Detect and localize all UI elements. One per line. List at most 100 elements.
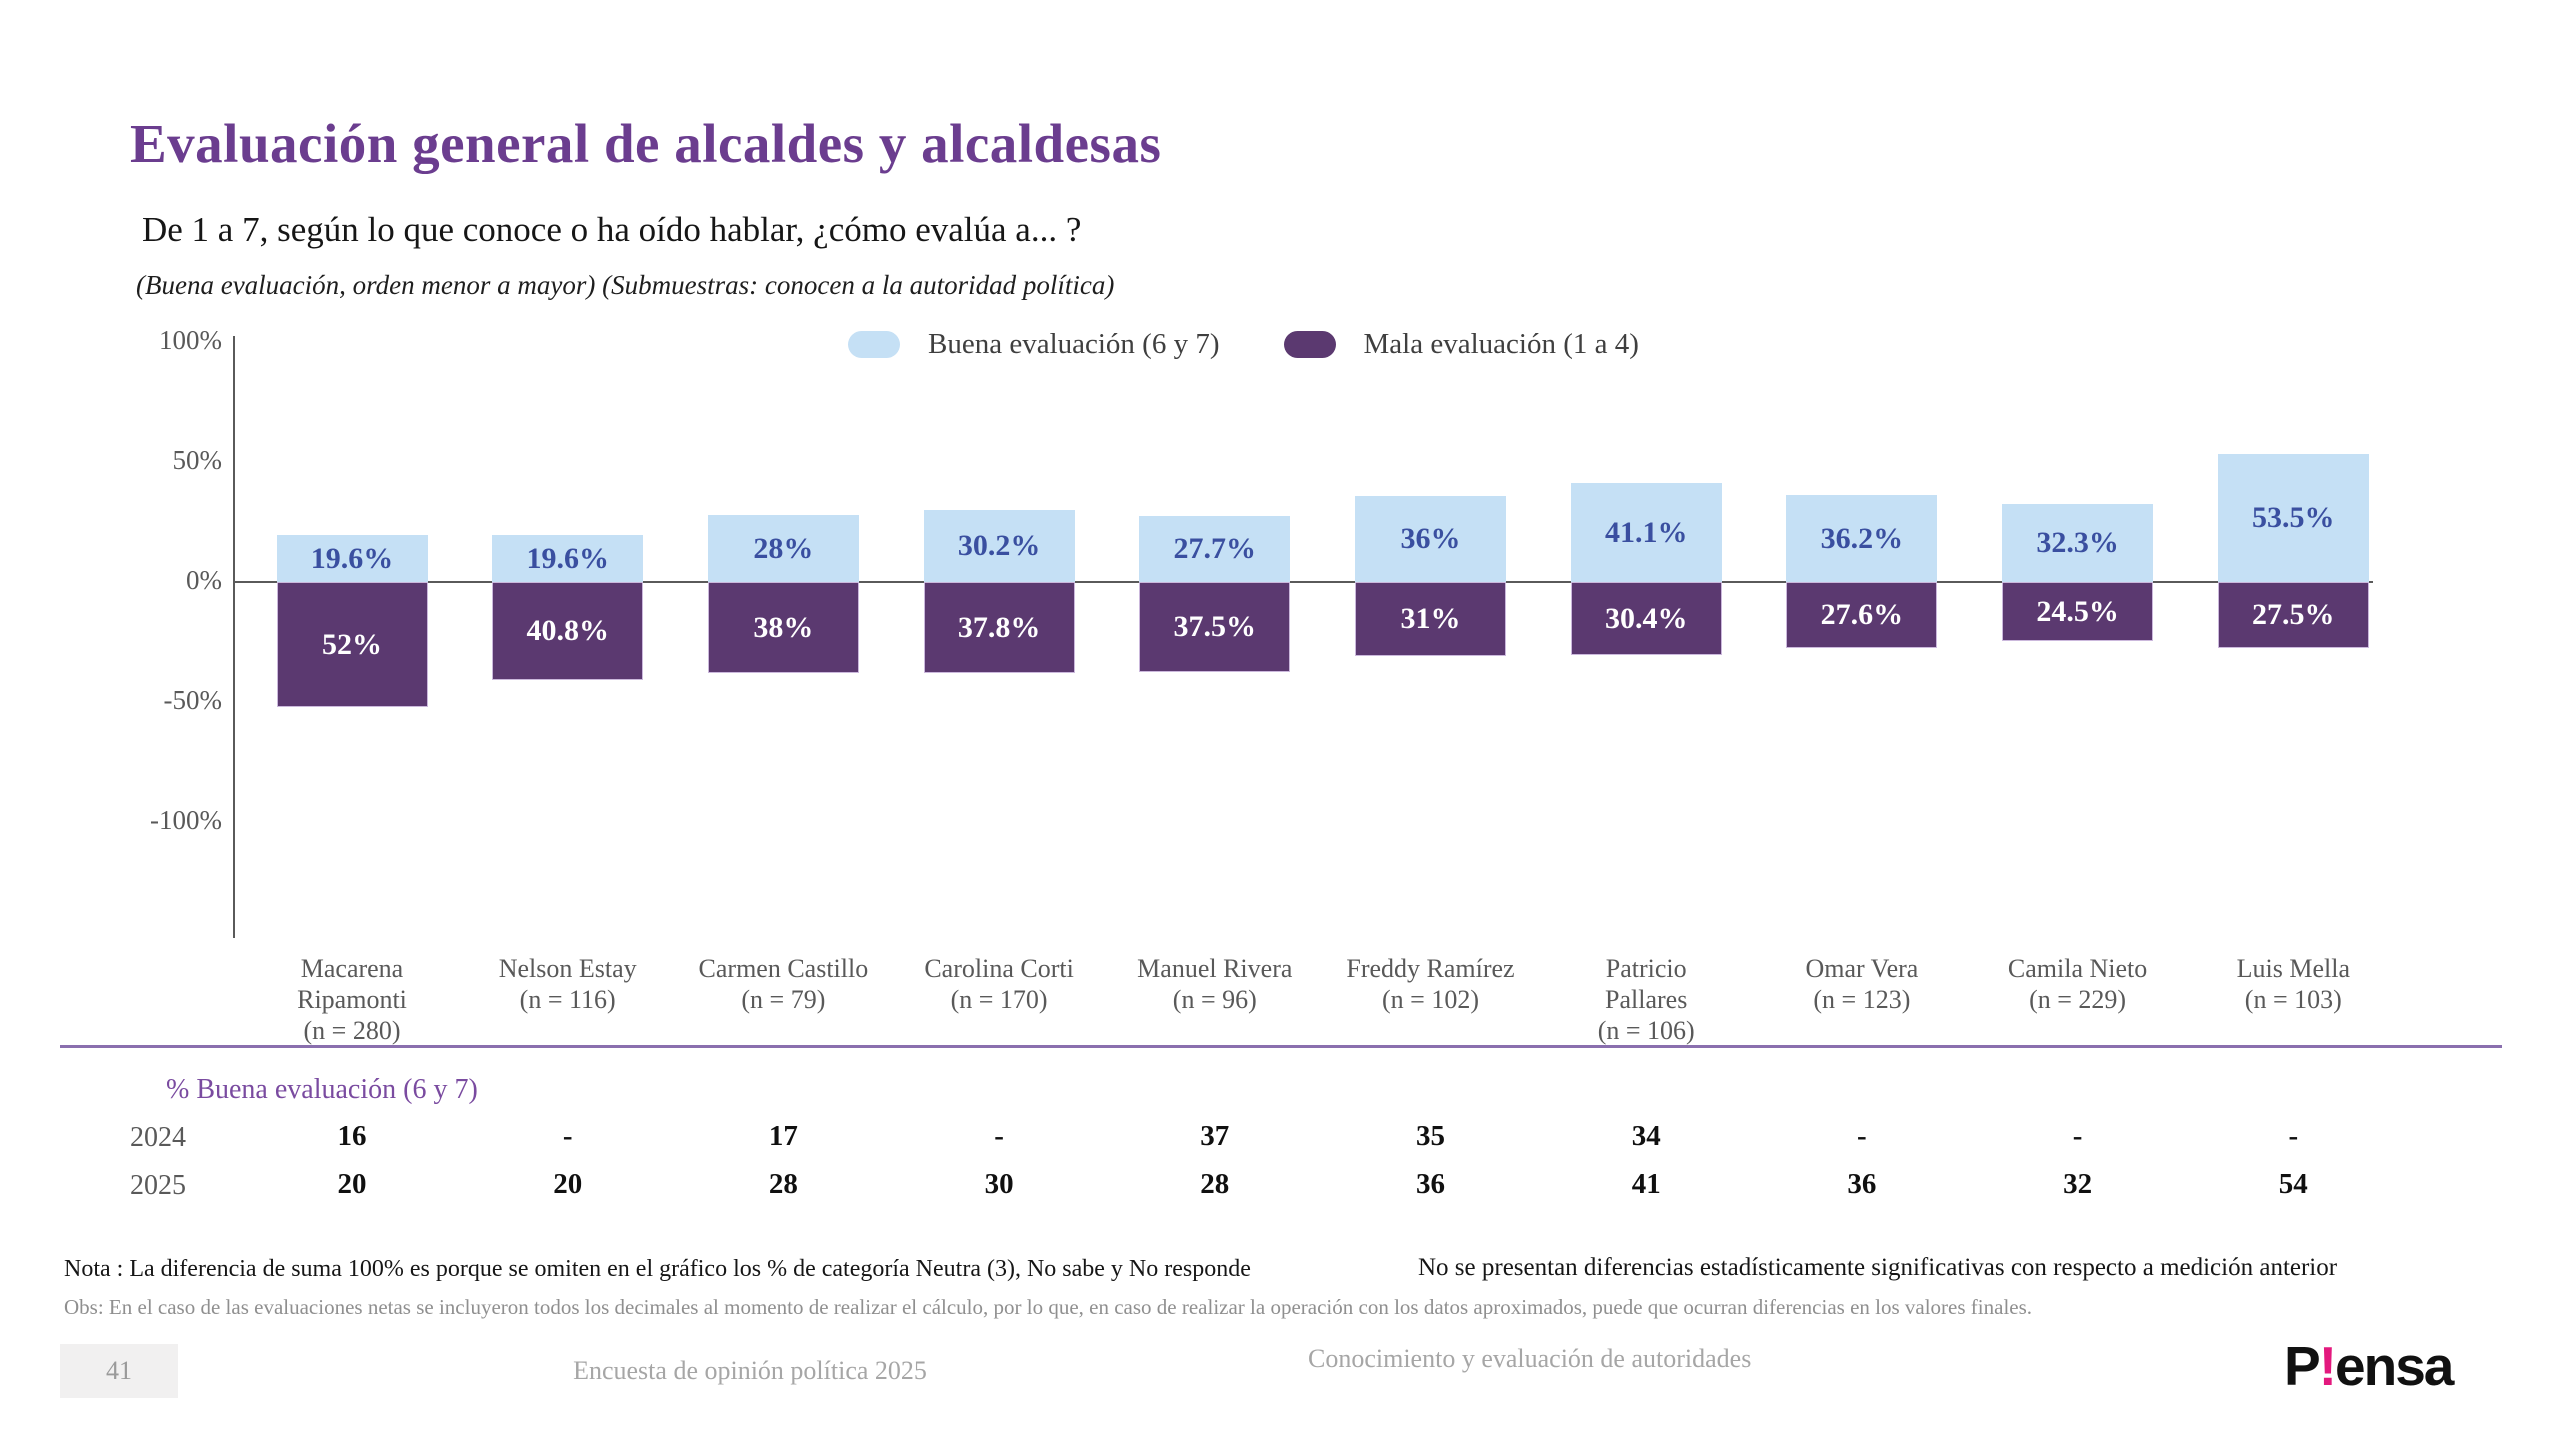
legend-label: Buena evaluación (6 y 7) — [928, 328, 1220, 360]
bar-good-value: 36.2% — [1820, 521, 1904, 555]
table-year-label: 2024 — [130, 1122, 186, 1153]
category-name-line: Freddy Ramírez — [1346, 954, 1515, 983]
category-name-line: Carmen Castillo — [698, 954, 869, 983]
category-label: Carmen Castillo (n = 79) — [675, 953, 891, 1015]
legend-item: Mala evaluación (1 a 4) — [1283, 328, 1639, 361]
table-cell: 36 — [1847, 1168, 1877, 1200]
table-year-label: 2025 — [130, 1170, 186, 1201]
logo-letters-ensa: ensa — [2335, 1335, 2454, 1397]
bar-good-value: 19.6% — [526, 541, 609, 575]
category-label: Macarena Ripamonti (n = 280) — [244, 953, 460, 1046]
bar-bad: 27.6% — [1786, 582, 1938, 648]
logo-letter-p: P — [2284, 1335, 2321, 1397]
note-observation: Obs: En el caso de las evaluaciones neta… — [64, 1295, 2033, 1319]
y-tick-label: 50% — [172, 445, 223, 475]
category-name-line: Ripamonti — [297, 985, 407, 1014]
legend-swatch-bad — [1283, 331, 1336, 358]
bar-good-value: 27.7% — [1173, 532, 1257, 565]
bar-good: 53.5% — [2217, 454, 2369, 582]
bar-good: 19.6% — [492, 535, 644, 582]
table-cell: - — [994, 1120, 1004, 1152]
bar-bad-value: 37.5% — [1173, 610, 1257, 643]
piensa-logo: P!ensa — [2284, 1334, 2454, 1398]
category-name-line: Camila Nieto — [2007, 954, 2148, 983]
note-omission: Nota : La diferencia de suma 100% es por… — [64, 1256, 1251, 1282]
table-cell: 20 — [553, 1168, 583, 1200]
footer-survey-title: Encuesta de opinión política 2025 — [573, 1356, 927, 1385]
category-label: Camila Nieto (n = 229) — [1970, 953, 2186, 1015]
bar-bad-value: 52% — [322, 627, 382, 661]
table-cell: 28 — [768, 1168, 798, 1200]
category-name-line: Omar Vera — [1805, 954, 1919, 983]
y-tick-label: -100% — [150, 805, 222, 835]
table-cell: 34 — [1631, 1120, 1661, 1152]
category-label: Manuel Rivera (n = 96) — [1107, 953, 1323, 1015]
table-header: % Buena evaluación (6 y 7) — [166, 1074, 478, 1105]
bar-bad: 38% — [707, 582, 859, 673]
bar-bad: 37.5% — [1139, 582, 1291, 672]
bar-bad: 40.8% — [492, 582, 644, 680]
table-cell: 16 — [337, 1120, 367, 1152]
table-cell: 30 — [984, 1168, 1014, 1200]
category-sample-size: (n = 79) — [741, 985, 826, 1014]
table-cell: - — [562, 1120, 573, 1152]
bar-bad: 52% — [276, 582, 428, 707]
bar-bad-value: 37.8% — [957, 610, 1041, 644]
bar-good-value: 32.3% — [2036, 526, 2119, 559]
bar-bad: 24.5% — [2002, 582, 2154, 641]
table-cell: 32 — [2063, 1168, 2093, 1200]
category-name-line: Macarena — [300, 954, 404, 983]
table-cell: 35 — [1416, 1120, 1445, 1152]
category-sample-size: (n = 229) — [2029, 985, 2127, 1014]
table-cell: 37 — [1200, 1120, 1230, 1152]
bar-bad-value: 40.8% — [526, 614, 609, 647]
table-cell: 20 — [337, 1168, 367, 1200]
table-cell: - — [1857, 1120, 1867, 1152]
bar-bad: 31% — [1355, 582, 1506, 656]
bar-good: 41.1% — [1570, 483, 1722, 582]
category-sample-size: (n = 106) — [1597, 1016, 1695, 1045]
bar-good: 19.6% — [276, 535, 428, 582]
category-sample-size: (n = 102) — [1382, 985, 1479, 1014]
bar-good: 32.3% — [2002, 504, 2154, 582]
category-label: Patricio Pallares (n = 106) — [1538, 953, 1754, 1046]
category-sample-size: (n = 170) — [950, 985, 1048, 1014]
y-tick-label: 0% — [186, 565, 222, 595]
bar-good-value: 19.6% — [310, 541, 394, 575]
bar-good-value: 36% — [1400, 522, 1461, 555]
bar-bad-value: 38% — [753, 610, 814, 644]
category-label: Nelson Estay (n = 116) — [460, 953, 676, 1015]
bar-bad: 37.8% — [923, 582, 1075, 673]
bar-bad: 27.5% — [2217, 582, 2369, 648]
table-cell: 54 — [2278, 1168, 2308, 1200]
bar-good: 27.7% — [1139, 516, 1291, 582]
page-number-badge: 41 — [60, 1344, 178, 1398]
bar-bad-value: 27.6% — [1820, 598, 1904, 631]
table-cell: 41 — [1631, 1168, 1661, 1200]
category-sample-size: (n = 96) — [1172, 985, 1257, 1014]
bar-good: 30.2% — [923, 510, 1075, 582]
category-sample-size: (n = 116) — [519, 985, 616, 1014]
y-tick-label: -50% — [163, 685, 222, 715]
legend-label: Mala evaluación (1 a 4) — [1363, 328, 1639, 360]
bar-bad-value: 24.5% — [2036, 594, 2119, 628]
bar-bad-value: 30.4% — [1604, 601, 1688, 635]
table-cell: 36 — [1416, 1168, 1445, 1200]
bar-bad-value: 31% — [1400, 602, 1461, 635]
bar-good-value: 28% — [753, 531, 814, 565]
bar-good-value: 53.5% — [2252, 501, 2335, 534]
legend-swatch-good — [848, 331, 900, 358]
category-label: Luis Mella (n = 103) — [2185, 953, 2401, 1015]
bar-good: 28% — [707, 515, 859, 582]
chart-legend: Buena evaluación (6 y 7) Mala evaluación … — [848, 328, 1639, 361]
category-label: Freddy Ramírez (n = 102) — [1323, 953, 1539, 1015]
y-axis-line — [233, 336, 235, 938]
category-name-line: Manuel Rivera — [1137, 954, 1293, 983]
table-cell: 28 — [1200, 1168, 1230, 1200]
bar-bad: 30.4% — [1570, 582, 1722, 655]
bar-good-value: 30.2% — [957, 529, 1041, 562]
zero-baseline — [235, 581, 2373, 583]
bar-bad-value: 27.5% — [2252, 598, 2335, 631]
footer-section-title: Conocimiento y evaluación de autoridades — [1308, 1344, 1752, 1373]
